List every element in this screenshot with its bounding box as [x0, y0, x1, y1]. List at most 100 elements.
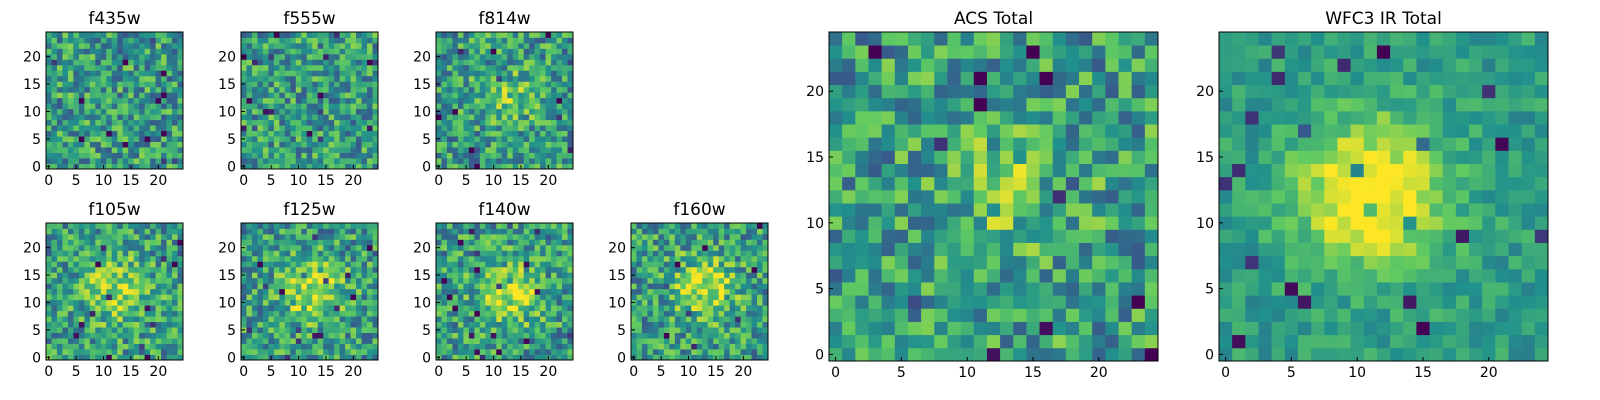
heatmap-cell	[73, 239, 80, 246]
heatmap-cell	[51, 108, 58, 115]
heatmap-cell	[713, 316, 720, 323]
heatmap-cell	[161, 141, 167, 148]
heatmap-cell	[84, 48, 91, 55]
heatmap-cell	[251, 343, 258, 350]
heatmap-cell	[246, 152, 253, 159]
heatmap-cell	[257, 321, 264, 328]
heatmap-cell	[372, 97, 379, 104]
heatmap-cell	[663, 239, 670, 246]
heatmap-cell	[663, 321, 670, 328]
heatmap-cell	[545, 86, 552, 93]
heatmap-cell	[551, 92, 557, 99]
heatmap-cell	[680, 272, 687, 279]
heatmap-cell	[334, 299, 341, 306]
heatmap-cell	[441, 42, 448, 49]
heatmap-cell	[46, 316, 52, 323]
heatmap-cell	[762, 228, 769, 235]
heatmap-cell	[257, 48, 264, 55]
heatmap-cell	[1065, 163, 1080, 178]
heatmap-cell	[139, 266, 146, 273]
heatmap-cell	[907, 308, 922, 322]
heatmap-cell	[921, 255, 935, 270]
heatmap-cell	[551, 147, 557, 153]
heatmap-cell	[150, 244, 156, 251]
heatmap-cell	[490, 136, 497, 142]
heatmap-cell	[518, 321, 525, 328]
heatmap-cell	[133, 147, 140, 153]
heatmap-cell	[56, 70, 63, 77]
heatmap-cell	[551, 305, 557, 312]
heatmap-cell	[139, 48, 146, 55]
heatmap-cell	[446, 130, 453, 137]
heatmap-cell	[534, 338, 541, 344]
heatmap-cell	[345, 277, 351, 284]
y-tick-label: 10	[608, 295, 626, 311]
heatmap-cell	[441, 119, 448, 126]
heatmap-cell	[166, 349, 173, 355]
heatmap-cell	[534, 86, 541, 93]
heatmap-cell	[62, 250, 69, 257]
heatmap-cell	[262, 152, 269, 159]
heatmap-cell	[262, 32, 269, 38]
heatmap-cell	[166, 255, 173, 262]
heatmap-cell	[529, 299, 536, 306]
heatmap-cell	[496, 53, 503, 60]
heatmap-cell	[740, 261, 747, 268]
heatmap-cell	[345, 283, 351, 290]
heatmap-cell	[84, 305, 91, 312]
heatmap-cell	[735, 349, 741, 355]
heatmap-cell	[312, 37, 319, 44]
heatmap-cell	[1000, 347, 1014, 362]
heatmap-cell	[144, 86, 151, 93]
heatmap-cell	[361, 103, 368, 110]
heatmap-cell	[485, 125, 492, 132]
heatmap-cell	[67, 163, 74, 170]
heatmap-cell	[367, 114, 373, 121]
heatmap-cell	[312, 64, 319, 71]
heatmap-cell	[328, 42, 335, 49]
heatmap-cell	[345, 103, 351, 110]
heatmap-cell	[133, 59, 140, 66]
heatmap-cell	[73, 250, 80, 257]
heatmap-cell	[545, 244, 552, 251]
heatmap-cell	[631, 266, 637, 273]
heatmap-cell	[251, 310, 258, 317]
heatmap-cell	[46, 288, 52, 295]
heatmap-cell	[339, 299, 346, 306]
heatmap-cell	[144, 228, 151, 235]
heatmap-cell	[67, 272, 74, 279]
heatmap-cell	[441, 223, 448, 229]
heatmap-cell	[284, 327, 291, 333]
heatmap-cell	[474, 239, 481, 246]
heatmap-cell	[551, 277, 557, 284]
heatmap-cell	[740, 349, 747, 355]
heatmap-cell	[562, 327, 568, 333]
heatmap-cell	[295, 310, 302, 317]
heatmap-cell	[562, 239, 568, 246]
heatmap-cell	[155, 228, 162, 235]
heatmap-cell	[669, 283, 676, 290]
heatmap-cell	[350, 283, 357, 290]
heatmap-cell	[122, 108, 129, 115]
heatmap-cell	[551, 332, 557, 339]
heatmap-cell	[334, 316, 341, 323]
heatmap-cell	[78, 310, 85, 317]
heatmap-cell	[446, 239, 453, 246]
heatmap-cell	[691, 294, 698, 301]
heatmap-cell	[78, 125, 85, 132]
heatmap-cell	[529, 310, 536, 317]
heatmap-cell	[556, 114, 563, 121]
heatmap-cell	[150, 255, 156, 262]
heatmap-cell	[947, 216, 961, 230]
heatmap-cell	[740, 233, 747, 240]
heatmap-cell	[523, 277, 530, 284]
heatmap-cell	[350, 299, 357, 306]
heatmap-cell	[284, 136, 291, 142]
heatmap-cell	[150, 59, 156, 66]
heatmap-cell	[328, 288, 335, 295]
heatmap-cell	[636, 228, 643, 235]
heatmap-cell	[663, 316, 670, 323]
heatmap-cell	[51, 244, 58, 251]
heatmap-cell	[56, 299, 63, 306]
heatmap-cell	[685, 321, 692, 328]
